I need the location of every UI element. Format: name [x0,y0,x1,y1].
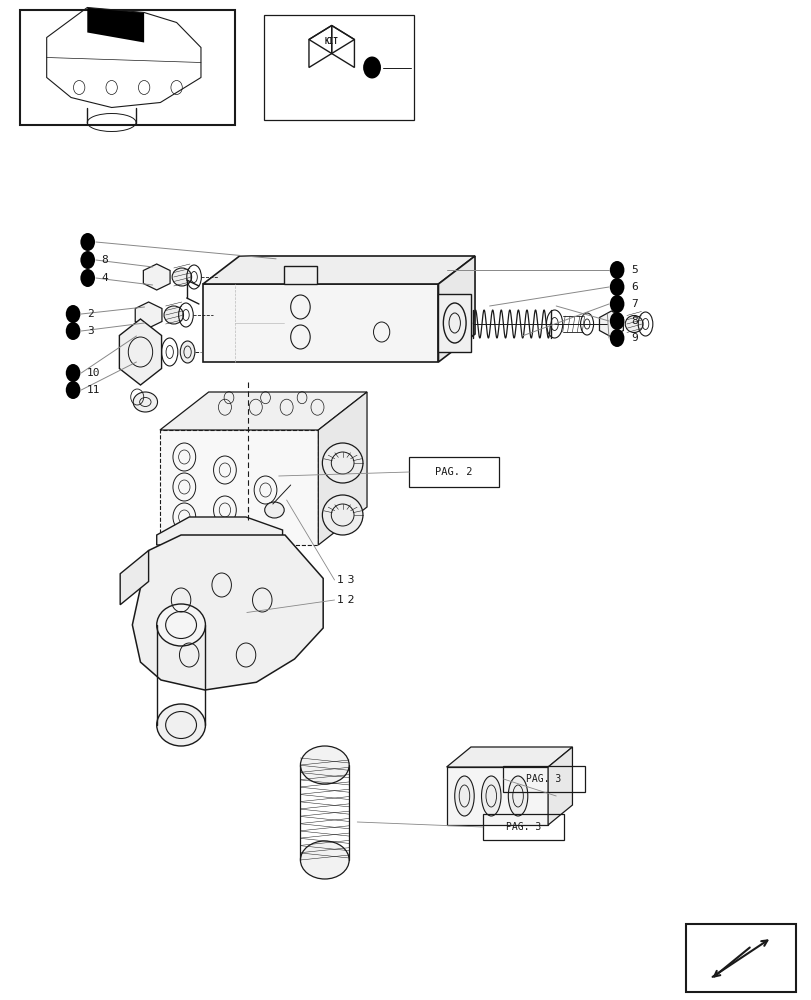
Circle shape [66,364,80,382]
Polygon shape [160,392,367,430]
Bar [503,766,584,792]
Ellipse shape [624,316,642,332]
Ellipse shape [157,704,205,746]
Text: 11: 11 [87,385,101,395]
Polygon shape [203,256,474,284]
Ellipse shape [300,841,349,879]
Polygon shape [446,747,572,767]
Ellipse shape [322,495,363,535]
Circle shape [609,261,624,279]
Ellipse shape [481,776,500,816]
Polygon shape [132,535,323,690]
Text: PAG. 3: PAG. 3 [505,822,541,832]
Ellipse shape [157,604,205,646]
Bar [483,814,564,840]
Polygon shape [88,8,144,42]
Text: 10: 10 [87,368,101,378]
Text: 4: 4 [101,273,108,283]
Text: KIT: KIT [324,37,338,46]
Polygon shape [438,256,474,362]
Ellipse shape [300,746,349,784]
Ellipse shape [264,502,284,518]
Circle shape [66,322,80,340]
Bar [685,924,795,992]
Polygon shape [547,747,572,825]
Ellipse shape [133,392,157,412]
Polygon shape [160,430,318,545]
Text: 7: 7 [630,299,637,309]
Circle shape [80,233,95,251]
Circle shape [66,381,80,399]
Polygon shape [284,266,316,284]
Circle shape [609,329,624,347]
Text: 6: 6 [630,282,637,292]
Circle shape [80,269,95,287]
Text: 8: 8 [101,255,108,265]
Text: 8: 8 [630,316,637,326]
Ellipse shape [508,776,527,816]
Ellipse shape [180,341,195,363]
Text: PAG. 3: PAG. 3 [526,774,561,784]
Polygon shape [599,311,623,337]
Circle shape [363,56,380,79]
Polygon shape [203,284,438,362]
Polygon shape [318,392,367,545]
Circle shape [66,305,80,323]
Circle shape [609,295,624,313]
Bar [264,15,414,120]
Circle shape [609,278,624,296]
Polygon shape [120,550,148,605]
Polygon shape [135,302,161,328]
Ellipse shape [454,776,474,816]
Ellipse shape [322,443,363,483]
Ellipse shape [164,306,183,324]
Text: 3: 3 [87,326,93,336]
Text: 9: 9 [630,333,637,343]
Bar [409,457,498,487]
Polygon shape [119,319,161,385]
Bar [20,10,235,125]
Text: PAG. 2: PAG. 2 [435,467,472,477]
Polygon shape [157,517,282,545]
Text: 1 3: 1 3 [337,575,354,585]
Circle shape [609,312,624,330]
Text: 5: 5 [630,265,637,275]
Ellipse shape [172,268,191,286]
Polygon shape [446,767,547,825]
Polygon shape [438,294,470,352]
Text: 1 2: 1 2 [337,595,354,605]
Polygon shape [144,264,169,290]
Text: 2: 2 [87,309,93,319]
Circle shape [80,251,95,269]
